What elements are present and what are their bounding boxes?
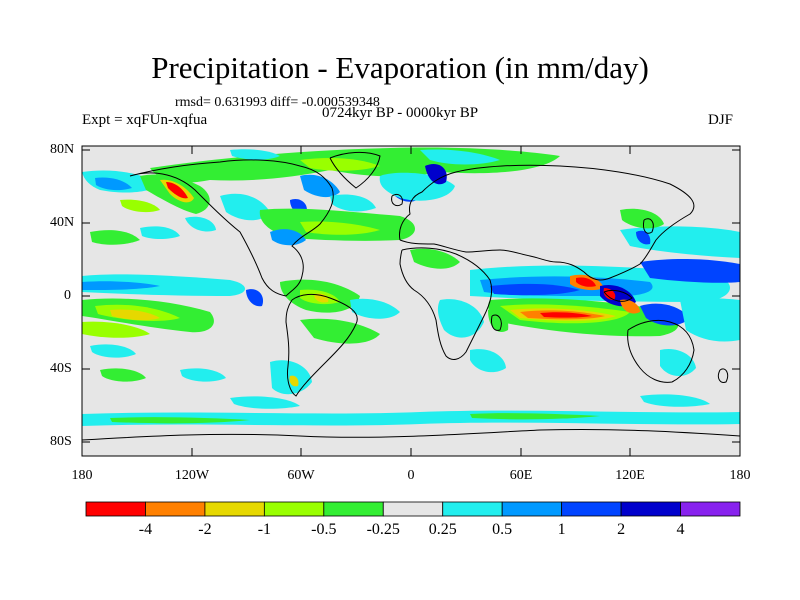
colorbar-swatch (561, 501, 622, 517)
npac-lime (120, 199, 160, 213)
itcz-east-pacific-blue (82, 281, 160, 290)
colorbar-label: 4 (676, 521, 685, 538)
colorbar-swatch (501, 501, 563, 517)
coastlines (82, 151, 740, 441)
indian-ocean-deep-blue (490, 283, 580, 296)
nw-atlantic-cyan (330, 194, 376, 212)
x-tick-label: 180 (71, 468, 93, 483)
experiment-label: Expt = xqFUn-xqfua (82, 112, 208, 128)
colorbar-label: 2 (617, 521, 626, 538)
colorbar-label: 0.25 (428, 521, 457, 538)
southern-ocean-cyan-3 (640, 394, 710, 407)
y-tick-label: 40S (50, 361, 72, 376)
colorbar-label: -1 (257, 521, 272, 538)
x-tick-label: 120E (615, 468, 645, 483)
southern-ocean-green-2 (470, 413, 600, 420)
colorbar-swatch (145, 501, 206, 517)
colorbar-swatch (680, 501, 741, 517)
eurasia-coast (399, 164, 695, 281)
south-pacific-yellow (110, 309, 160, 321)
season-label: DJF (708, 112, 734, 128)
figure-title: Precipitation - Evaporation (in mm/day) (151, 50, 649, 85)
x-tick-label: 60W (287, 468, 315, 483)
y-tick-label: 80N (50, 142, 75, 157)
w-pacific-cyan-band (620, 226, 740, 258)
y-tick-label: 40N (50, 215, 75, 230)
y-tick-label: 80S (50, 434, 72, 449)
south-america-coast (285, 293, 358, 397)
colorbar-label: 1 (557, 521, 566, 538)
pacific-green-40n (90, 230, 140, 245)
australia-coast (627, 319, 695, 383)
x-tick-label: 180 (729, 468, 751, 483)
arctic-cyan-1 (420, 149, 500, 165)
x-tick-label: 60E (509, 468, 533, 483)
colorbar-swatch (382, 501, 444, 517)
africa-coast (399, 247, 493, 360)
colorbar-label: -2 (198, 521, 212, 538)
colorbar-swatch (263, 501, 325, 517)
colorbar-label: -0.25 (366, 521, 400, 538)
colorbar-swatch (620, 501, 681, 517)
central-america-blue (246, 289, 264, 307)
indian-ocean-red (540, 312, 592, 318)
pacific-cyan-30n (140, 226, 180, 239)
colorbar-label: -4 (138, 521, 153, 538)
indonesia-coast (603, 289, 633, 302)
bay-of-bengal-red (576, 277, 596, 287)
colorbar-swatch (204, 501, 265, 517)
southern-ocean-cyan-2 (230, 396, 300, 409)
s-atlantic-green (300, 318, 380, 344)
arctic-cyan-2 (230, 149, 280, 160)
time-period-label: 0724kyr BP - 0000kyr BP (322, 105, 479, 121)
x-tick-label: 0 (407, 468, 415, 483)
rmsd-diff-stats: rmsd= 0.631993 diff= -0.000539348 (175, 95, 380, 110)
itcz-east-pacific-cyan (82, 274, 245, 296)
new-zealand-coast (717, 368, 729, 383)
s-africa-cyan (470, 349, 506, 373)
madagascar-coast (491, 314, 502, 331)
nw-america-red (166, 182, 188, 199)
africa-cyan (437, 299, 484, 338)
s-atlantic-cyan (350, 298, 400, 319)
y-tick-label: 0 (64, 288, 71, 303)
s-pacific-green-50s (100, 368, 146, 382)
southern-ocean-green (110, 417, 250, 424)
colorbar-swatch (323, 501, 384, 517)
pacific-cyan-mid (185, 216, 216, 232)
na-cyan (220, 193, 270, 221)
maritime-orange (620, 299, 640, 314)
southern-ocean-cyan (82, 410, 740, 426)
colorbar-swatch (85, 501, 146, 517)
npac-blue (95, 177, 132, 191)
na-blue (300, 174, 340, 198)
s-pacific-cyan-40s (90, 344, 136, 358)
scandinavia-blue (425, 163, 447, 185)
spcz-cyan-east (680, 298, 740, 342)
greenland-coast (329, 151, 381, 189)
x-tick-label: 120W (174, 468, 210, 483)
colorbar (85, 501, 741, 517)
antarctica-coast (82, 428, 740, 441)
s-pacific-cyan-50s (180, 368, 226, 382)
tick-marks (81, 146, 741, 456)
pe-anomaly-field (82, 147, 740, 426)
south-america-yellow (314, 293, 329, 303)
colorbar-label: -0.5 (311, 521, 337, 538)
colorbar-swatch (442, 501, 503, 517)
africa-green (410, 248, 460, 269)
patagonia-yellow (289, 375, 299, 387)
w-pacific-blue-band (640, 258, 740, 283)
uk-coast (391, 193, 403, 207)
n-australia-blue (640, 303, 690, 326)
natl-lime (300, 221, 380, 235)
colorbar-label: 0.5 (492, 521, 513, 538)
north-america-coast (129, 159, 334, 297)
japan-coast (643, 218, 654, 234)
arctic-lime (300, 158, 380, 171)
japan-blue (636, 230, 651, 245)
spcz-lime (82, 321, 150, 338)
